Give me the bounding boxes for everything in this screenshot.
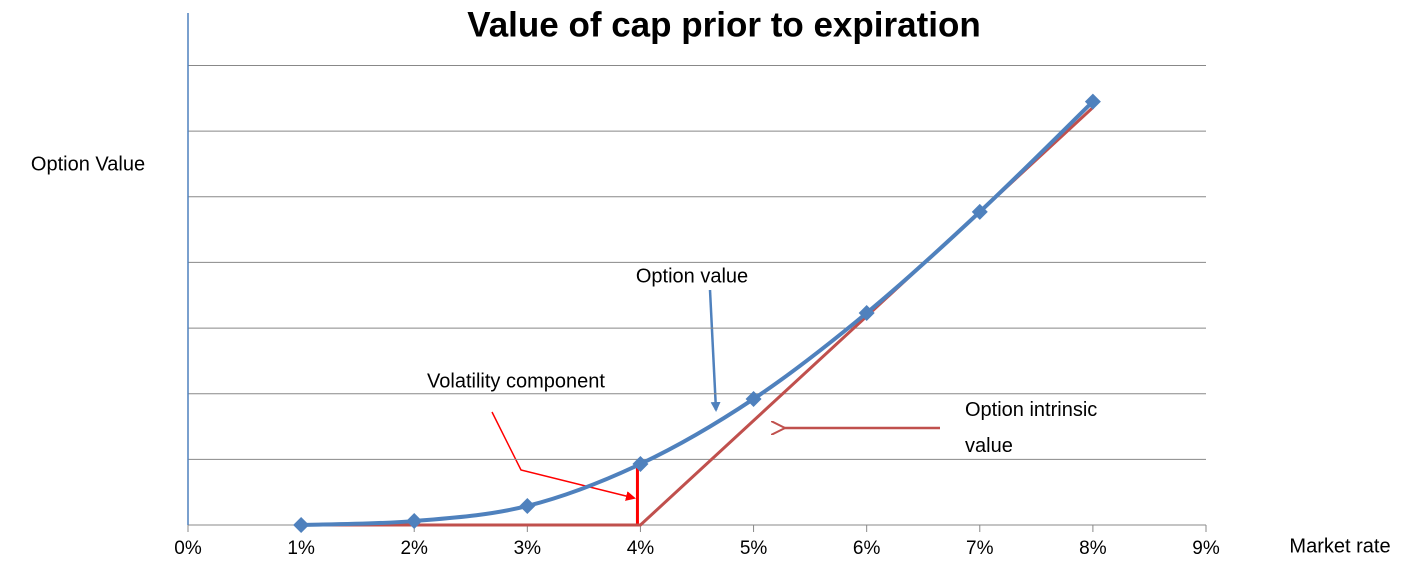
marker	[632, 455, 649, 472]
y-axis-label: Option Value	[31, 153, 145, 175]
x-tick-label: 3%	[514, 538, 542, 559]
chart-title: Value of cap prior to expiration	[467, 5, 980, 44]
annotation: Volatility component	[427, 370, 605, 392]
marker	[293, 517, 310, 533]
x-tick-label: 4%	[627, 538, 655, 559]
annotation-arrow	[491, 411, 636, 501]
x-tick-label: 0%	[174, 538, 202, 559]
x-tick-label: 6%	[853, 538, 881, 559]
marker	[745, 390, 762, 407]
marker	[1084, 93, 1101, 110]
marker	[406, 513, 423, 530]
x-tick-label: 9%	[1192, 538, 1220, 559]
x-tick-label: 7%	[966, 538, 994, 559]
x-tick-label: 2%	[400, 538, 428, 559]
marker	[519, 497, 536, 514]
marker	[971, 203, 988, 220]
x-tick-label: 8%	[1079, 538, 1107, 559]
annotation-arrow	[708, 289, 721, 412]
x-tick-label: 1%	[287, 538, 315, 559]
x-axis-label: Market rate	[1289, 535, 1390, 557]
series-label: Option value	[636, 265, 748, 287]
x-tick-label: 5%	[740, 538, 768, 559]
marker	[858, 304, 875, 321]
series-label: Option intrinsic value	[965, 399, 1098, 457]
